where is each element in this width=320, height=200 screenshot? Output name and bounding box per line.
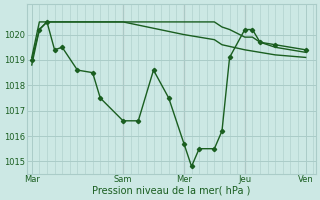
X-axis label: Pression niveau de la mer( hPa ): Pression niveau de la mer( hPa ) xyxy=(92,186,251,196)
